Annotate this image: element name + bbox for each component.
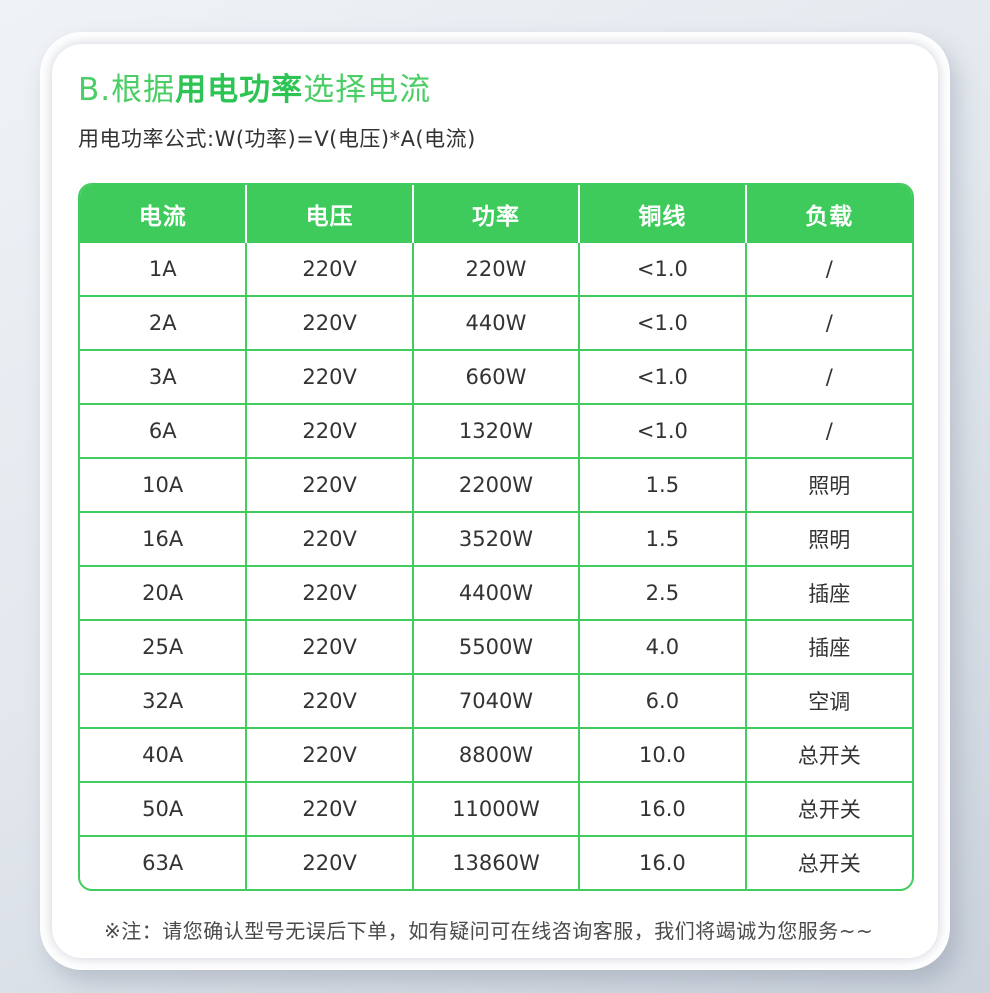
table-cell: 440W xyxy=(411,295,581,351)
table-cell: 照明 xyxy=(744,457,912,513)
table-cell: 插座 xyxy=(744,619,912,675)
table-cell: 220V xyxy=(245,727,414,783)
card-content: B.根据用电功率选择电流 用电功率公式:W(功率)=V(电压)*A(电流) 电流… xyxy=(52,44,938,944)
table-cell: 3520W xyxy=(411,511,581,567)
table-cell: 1A xyxy=(80,243,248,297)
table-row: 6A 220V 1320W <1.0/ xyxy=(80,403,912,459)
column-header: 电流 xyxy=(80,185,247,243)
table-cell: 220V xyxy=(245,673,414,729)
table-cell: 220V xyxy=(245,243,414,297)
header-row: 电流 电压 功率 铜线 负载 xyxy=(80,185,912,243)
table-cell: / xyxy=(744,295,912,351)
column-header: 电压 xyxy=(245,185,413,243)
power-selection-table: 电流 电压 功率 铜线 负载 1A 220V 220W <1.0/2A 220V 440W <1.0… xyxy=(78,183,914,891)
table-cell: 10A xyxy=(80,457,248,513)
power-table: 电流 电压 功率 铜线 负载 1A 220V 220W <1.0/2A 220V 440W <1.0… xyxy=(80,185,912,889)
table-cell: 25A xyxy=(80,619,248,675)
section-title-prefix: B.根据 xyxy=(78,72,176,108)
table-cell: 6.0 xyxy=(578,673,747,729)
product-card-ring: B.根据用电功率选择电流 用电功率公式:W(功率)=V(电压)*A(电流) 电流… xyxy=(40,32,950,970)
table-cell: 空调 xyxy=(744,673,912,729)
table-cell: <1.0 xyxy=(578,243,747,297)
table-cell: 220W xyxy=(411,243,581,297)
section-title: B.根据用电功率选择电流 xyxy=(78,64,914,109)
table-cell: 1320W xyxy=(411,403,581,459)
table-cell: 40A xyxy=(80,727,248,783)
table-row: 16A 220V 3520W 1.5 照明 xyxy=(80,511,912,567)
footer-note: ※注：请您确认型号无误后下单，如有疑问可在线咨询客服，我们将竭诚为您服务~~ xyxy=(104,919,874,943)
table-cell: 220V xyxy=(245,565,414,621)
table-row: 40A 220V 8800W 10.0 总开关 xyxy=(80,727,912,783)
power-table-body: 1A 220V 220W <1.0/2A 220V 440W <1.0/3A 220V 660W… xyxy=(80,243,912,889)
column-header: 铜线 xyxy=(578,185,746,243)
table-cell: 220V xyxy=(245,457,414,513)
table-cell: / xyxy=(744,349,912,405)
table-cell: 220V xyxy=(245,349,414,405)
table-cell: 660W xyxy=(411,349,581,405)
power-formula-text: 用电功率公式:W(功率)=V(电压)*A(电流) xyxy=(78,127,476,151)
product-card: B.根据用电功率选择电流 用电功率公式:W(功率)=V(电压)*A(电流) 电流… xyxy=(52,44,938,958)
table-cell: 220V xyxy=(245,781,414,837)
table-row: 25A 220V 5500W 4.0 插座 xyxy=(80,619,912,675)
table-cell: 20A xyxy=(80,565,248,621)
table-cell: 2200W xyxy=(411,457,581,513)
table-cell: 13860W xyxy=(411,835,581,889)
table-cell: <1.0 xyxy=(578,403,747,459)
table-cell: 总开关 xyxy=(744,781,912,837)
table-cell: <1.0 xyxy=(578,295,747,351)
table-cell: 220V xyxy=(245,511,414,567)
table-cell: 总开关 xyxy=(744,727,912,783)
table-cell: 5500W xyxy=(411,619,581,675)
column-header: 负载 xyxy=(744,185,912,243)
table-row: 2A 220V 440W <1.0/ xyxy=(80,295,912,351)
table-row: 50A 220V 11000W 16.0 总开关 xyxy=(80,781,912,837)
table-cell: 2A xyxy=(80,295,248,351)
table-cell: 1.5 xyxy=(578,457,747,513)
table-cell: 3A xyxy=(80,349,248,405)
table-cell: 220V xyxy=(245,619,414,675)
table-cell: 220V xyxy=(245,835,414,889)
table-cell: / xyxy=(744,403,912,459)
table-cell: 63A xyxy=(80,835,248,889)
table-cell: 插座 xyxy=(744,565,912,621)
table-cell: / xyxy=(744,243,912,297)
table-cell: 220V xyxy=(245,295,414,351)
table-cell: 32A xyxy=(80,673,248,729)
column-header: 功率 xyxy=(411,185,580,243)
table-cell: 16.0 xyxy=(578,835,747,889)
table-row: 63A 220V 13860W 16.0 总开关 xyxy=(80,835,912,889)
table-cell: 4400W xyxy=(411,565,581,621)
table-cell: 4.0 xyxy=(578,619,747,675)
table-row: 32A 220V 7040W 6.0 空调 xyxy=(80,673,912,729)
power-table-header: 电流 电压 功率 铜线 负载 xyxy=(80,185,912,243)
table-cell: 总开关 xyxy=(744,835,912,889)
table-cell: <1.0 xyxy=(578,349,747,405)
section-title-keyword: 用电功率 xyxy=(175,72,304,108)
table-row: 10A 220V 2200W 1.5 照明 xyxy=(80,457,912,513)
table-cell: 11000W xyxy=(411,781,581,837)
table-cell: 6A xyxy=(80,403,248,459)
table-cell: 照明 xyxy=(744,511,912,567)
table-row: 20A 220V 4400W 2.5 插座 xyxy=(80,565,912,621)
table-cell: 8800W xyxy=(411,727,581,783)
table-cell: 16A xyxy=(80,511,248,567)
section-title-suffix: 选择电流 xyxy=(303,72,432,108)
table-cell: 1.5 xyxy=(578,511,747,567)
table-cell: 220V xyxy=(245,403,414,459)
table-cell: 16.0 xyxy=(578,781,747,837)
table-row: 1A 220V 220W <1.0/ xyxy=(80,243,912,297)
table-cell: 7040W xyxy=(411,673,581,729)
table-cell: 10.0 xyxy=(578,727,747,783)
table-cell: 2.5 xyxy=(578,565,747,621)
table-row: 3A 220V 660W <1.0/ xyxy=(80,349,912,405)
table-cell: 50A xyxy=(80,781,248,837)
